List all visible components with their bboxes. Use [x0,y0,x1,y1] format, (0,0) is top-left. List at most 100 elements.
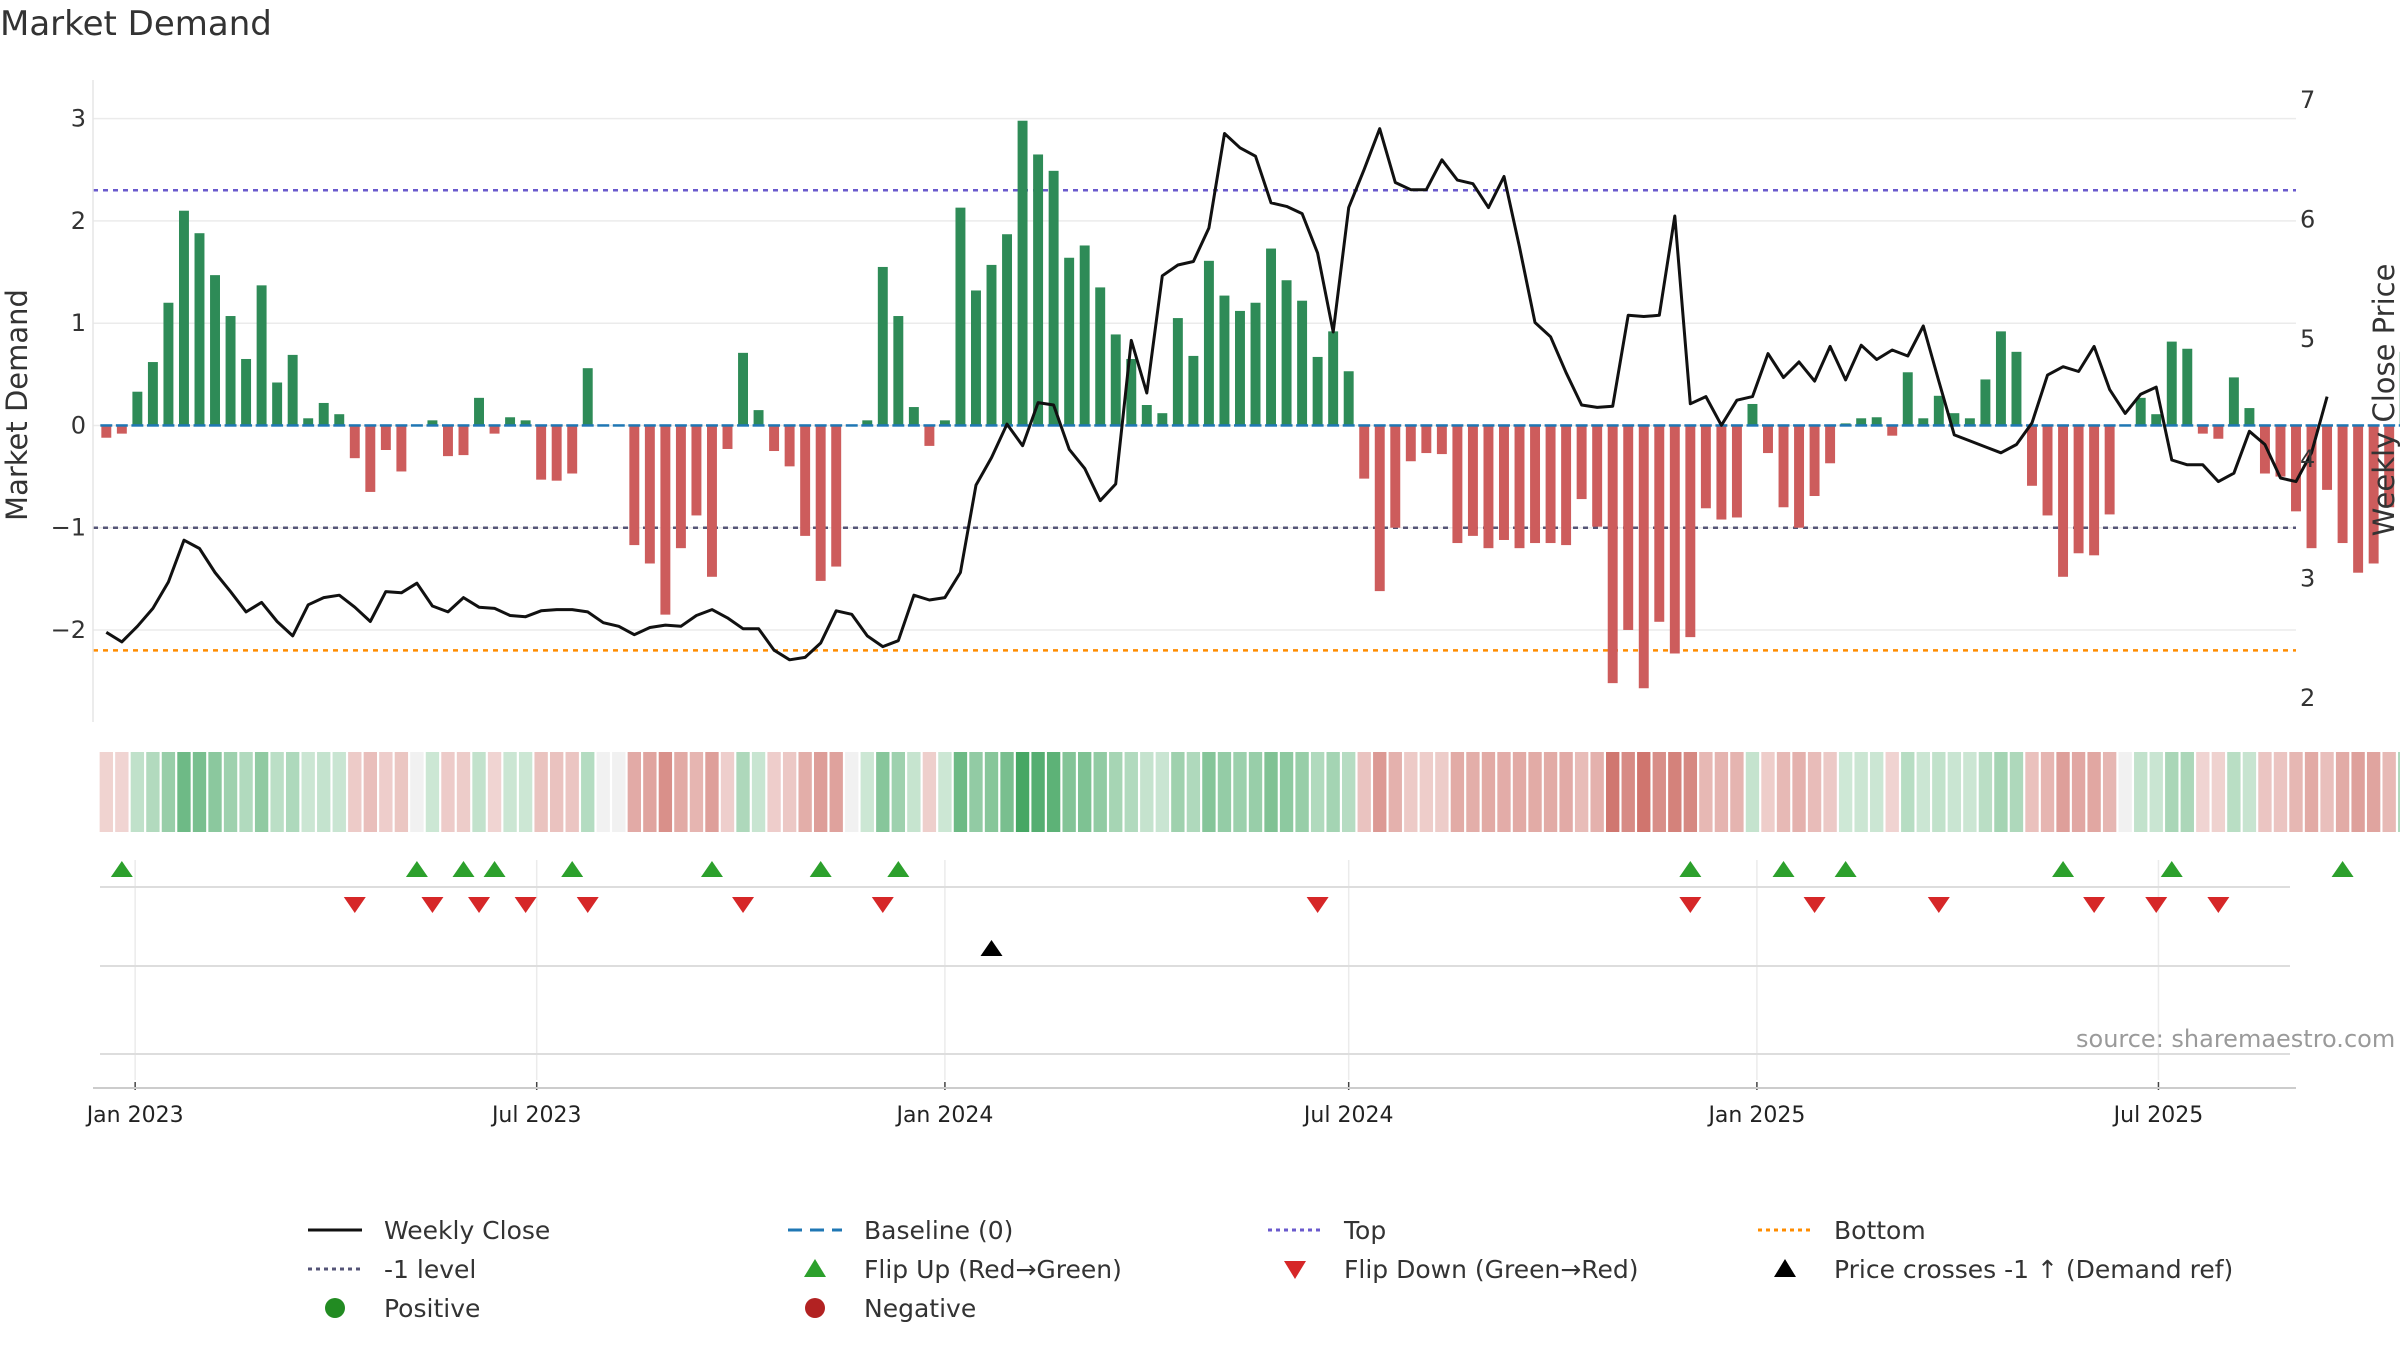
heat-cell [2351,752,2365,832]
legend-swatch-weekly-close [308,1228,362,1232]
heat-cell [1450,752,1465,832]
heat-cell [876,752,890,832]
demand-bars [100,120,2400,689]
demand-bar [458,425,469,456]
demand-bar [210,275,220,426]
demand-bar [1483,425,1494,549]
demand-bar [753,410,764,426]
demand-bar [893,316,904,426]
axes: 3 2 1 0 −1 −2 7 6 5 4 3 2 Jan 2023 Jul 2023 Jan 2024 Ju… [0,80,2400,1128]
heat-cell [239,752,253,832]
demand-bar [2306,425,2317,549]
demand-bar [2182,348,2193,426]
demand-bar [629,425,640,546]
heat-cell [1186,752,1201,832]
heat-cell [1171,752,1185,832]
heat-cell [1031,752,1045,832]
demand-bar [691,425,702,516]
heat-cell [1978,752,1993,832]
signal-markers [110,861,2354,956]
demand-bar [147,362,158,426]
heat-cell [2071,752,2086,832]
heat-cell [1248,752,1263,832]
heat-cell [1124,752,1138,832]
heat-cell [1404,752,1418,832]
heat-cell [1823,752,1837,832]
demand-bar [2166,341,2177,426]
x-tick-label: Jan 2024 [894,1103,993,1128]
demand-bar [831,425,842,567]
demand-bar [2291,425,2301,512]
y2-tick-label: 6 [2300,206,2315,234]
heat-cell [984,752,999,832]
heat-cell [643,752,657,832]
demand-bar [303,418,314,426]
demand-bar [101,425,112,438]
demand-bar [675,425,686,549]
heat-cell [829,752,843,832]
demand-bar [1592,425,1603,527]
legend-label: Flip Up (Red→Green) [864,1254,1122,1284]
heat-cell [301,752,315,832]
heat-cell [720,752,735,832]
legend-label: Flip Down (Green→Red) [1344,1254,1639,1284]
heat-cell [2149,752,2163,832]
heat-cell [456,752,471,832]
heat-cell [441,752,455,832]
demand-bar [644,425,655,564]
demand-bar [1343,371,1354,426]
chart-legend: Weekly Close Baseline (0) Top Bottom -1 … [300,1212,2280,1332]
demand-bar [986,264,997,426]
heat-cell [1000,752,1014,832]
heat-cell [736,752,750,832]
demand-bar [877,266,888,426]
flip-down-marker [2145,897,2168,913]
demand-bar [1561,425,1572,546]
demand-bar [505,417,516,426]
demand-bar [1499,425,1509,540]
legend-swatch-positive [325,1298,345,1318]
demand-bar [1064,257,1075,426]
heat-cell [1838,752,1853,832]
demand-bar [1949,413,1960,426]
reference-lines [93,189,2296,652]
heat-cell [1792,752,1806,832]
demand-bar [1141,405,1152,426]
heat-cell [146,752,160,832]
heat-cell [782,752,797,832]
heat-cell [1512,752,1527,832]
demand-bar [551,425,562,481]
heat-cell [379,752,393,832]
heat-cell [1279,752,1294,832]
demand-bar [1079,245,1090,426]
heat-cell [767,752,781,832]
heat-cell [208,752,222,832]
heat-cell [1574,752,1589,832]
demand-bar [474,397,484,426]
demand-bar [334,414,345,426]
flip-up-marker [2160,861,2183,877]
heat-cell [1497,752,1511,832]
heat-cell [891,752,906,832]
flip-up-marker [483,861,506,877]
legend-swatch-negative [805,1298,825,1318]
demand-bar [738,352,748,426]
flip-up-marker [1772,861,1795,877]
demand-bar [1126,358,1137,426]
heat-cell [192,752,207,832]
flip-down-marker [1679,897,1702,913]
demand-bar [815,425,826,581]
heat-cell [1606,752,1620,832]
demand-bar [1390,425,1401,528]
flip-down-marker [421,897,444,913]
legend-item-flip-down: Flip Down (Green→Red) [1260,1251,1639,1287]
heat-cell [565,752,579,832]
heat-cell [1963,752,1977,832]
y-tick-label: 0 [71,411,86,439]
demand-bar [1933,395,1944,426]
heat-cell [1776,752,1791,832]
heat-cell [2320,752,2334,832]
heat-cell [2134,752,2148,832]
demand-bar [1794,425,1805,528]
